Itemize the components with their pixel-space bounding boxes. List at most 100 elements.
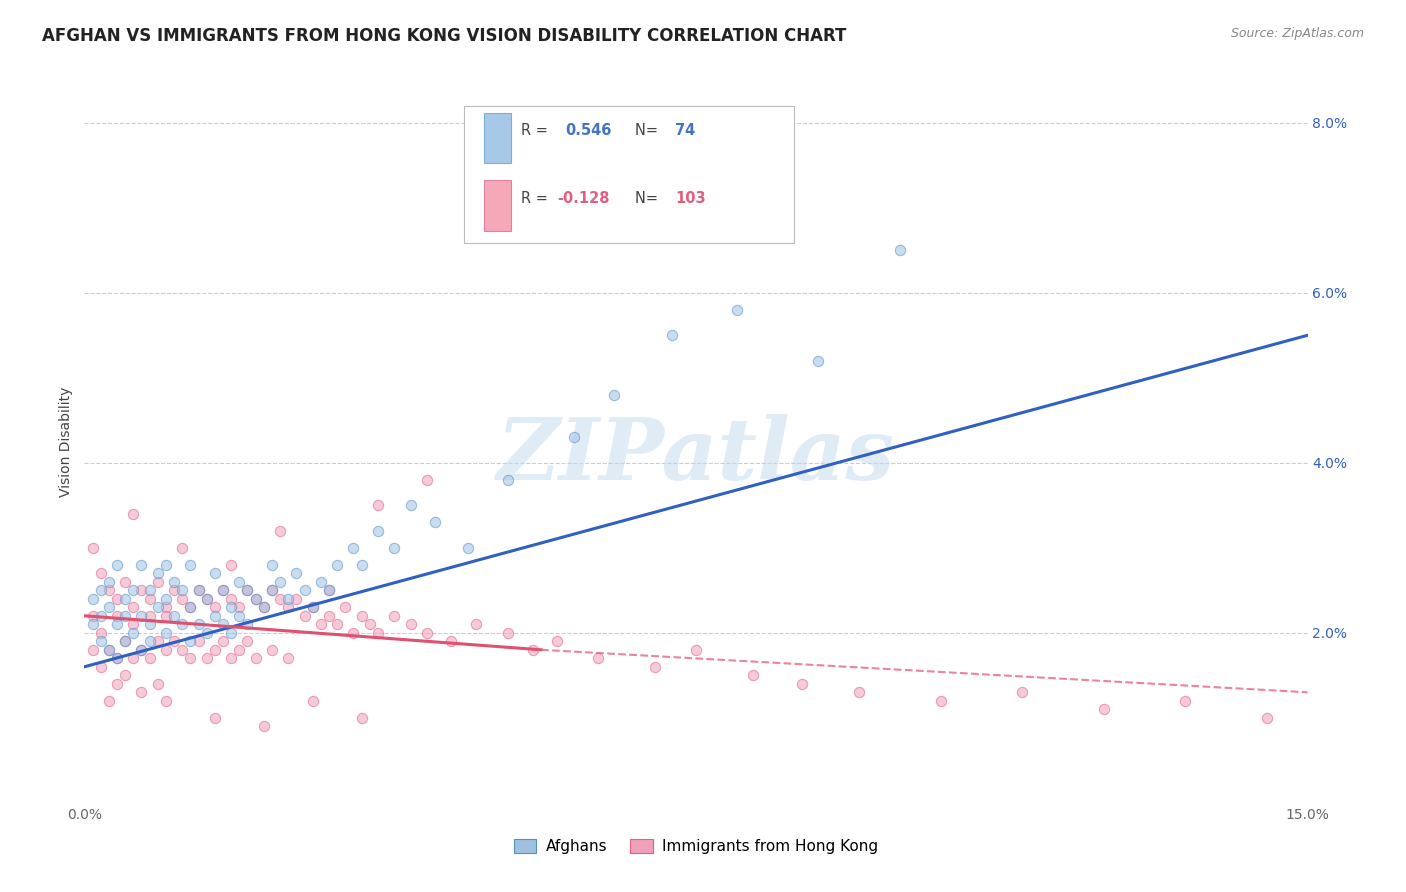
Point: [105, 617, 128, 632]
Point: [253, 600, 276, 615]
Point: [122, 583, 145, 598]
Point: [204, 642, 226, 657]
Point: [105, 651, 128, 665]
Bar: [484, 180, 512, 230]
Point: [155, 642, 177, 657]
Point: [114, 591, 136, 606]
Point: [790, 677, 813, 691]
Point: [301, 600, 323, 615]
Point: [416, 473, 439, 487]
Point: [326, 558, 349, 572]
Point: [260, 558, 283, 572]
Point: [187, 583, 209, 598]
Point: [350, 711, 373, 725]
Point: [228, 608, 250, 623]
Point: [138, 617, 160, 632]
Point: [122, 651, 145, 665]
Point: [335, 600, 357, 615]
Point: [138, 608, 160, 623]
Point: [219, 591, 242, 606]
Point: [82, 608, 104, 623]
Point: [90, 625, 112, 640]
Point: [212, 583, 235, 598]
Point: [179, 558, 201, 572]
Point: [204, 711, 226, 725]
Point: [172, 617, 194, 632]
Point: [179, 600, 201, 615]
Point: [155, 558, 177, 572]
Point: [661, 328, 683, 343]
Point: [138, 651, 160, 665]
Point: [269, 524, 291, 538]
Point: [146, 566, 169, 581]
Point: [219, 625, 242, 640]
Text: 74: 74: [675, 123, 696, 138]
Point: [457, 541, 479, 555]
Point: [195, 591, 218, 606]
Point: [546, 634, 568, 648]
Point: [82, 642, 104, 657]
Point: [155, 694, 177, 708]
Point: [212, 634, 235, 648]
Point: [122, 617, 145, 632]
Point: [122, 507, 145, 521]
Text: ZIPatlas: ZIPatlas: [496, 414, 896, 498]
Point: [1174, 694, 1197, 708]
Point: [146, 677, 169, 691]
Text: AFGHAN VS IMMIGRANTS FROM HONG KONG VISION DISABILITY CORRELATION CHART: AFGHAN VS IMMIGRANTS FROM HONG KONG VISI…: [42, 27, 846, 45]
Point: [245, 591, 267, 606]
Point: [929, 694, 952, 708]
Point: [114, 634, 136, 648]
Point: [204, 600, 226, 615]
Point: [326, 617, 349, 632]
Point: [236, 617, 259, 632]
Point: [253, 719, 276, 733]
Point: [138, 583, 160, 598]
Point: [423, 516, 446, 530]
Point: [187, 634, 209, 648]
Point: [172, 541, 194, 555]
Point: [138, 634, 160, 648]
Point: [114, 634, 136, 648]
Point: [236, 583, 259, 598]
Point: [228, 574, 250, 589]
Point: [848, 685, 870, 699]
Point: [399, 617, 422, 632]
Point: [90, 583, 112, 598]
Point: [236, 634, 259, 648]
Point: [97, 642, 120, 657]
Point: [163, 634, 186, 648]
Point: [498, 473, 520, 487]
Point: [82, 617, 104, 632]
Point: [146, 634, 169, 648]
Point: [301, 694, 323, 708]
Point: [187, 583, 209, 598]
Point: [464, 617, 486, 632]
Point: [269, 591, 291, 606]
Point: [204, 608, 226, 623]
Point: [105, 608, 128, 623]
Point: [253, 600, 276, 615]
Point: [155, 608, 177, 623]
Point: [219, 651, 242, 665]
Point: [382, 608, 405, 623]
Point: [172, 591, 194, 606]
Point: [350, 558, 373, 572]
Point: [1256, 711, 1278, 725]
Point: [97, 574, 120, 589]
Text: R =: R =: [522, 191, 553, 205]
Point: [245, 591, 267, 606]
Point: [236, 583, 259, 598]
Point: [260, 583, 283, 598]
Point: [562, 430, 585, 444]
Point: [105, 591, 128, 606]
Point: [342, 625, 364, 640]
Point: [440, 634, 463, 648]
Point: [155, 625, 177, 640]
Point: [105, 558, 128, 572]
Point: [586, 651, 609, 665]
Point: [163, 608, 186, 623]
Point: [228, 600, 250, 615]
Point: [301, 600, 323, 615]
Point: [367, 524, 389, 538]
